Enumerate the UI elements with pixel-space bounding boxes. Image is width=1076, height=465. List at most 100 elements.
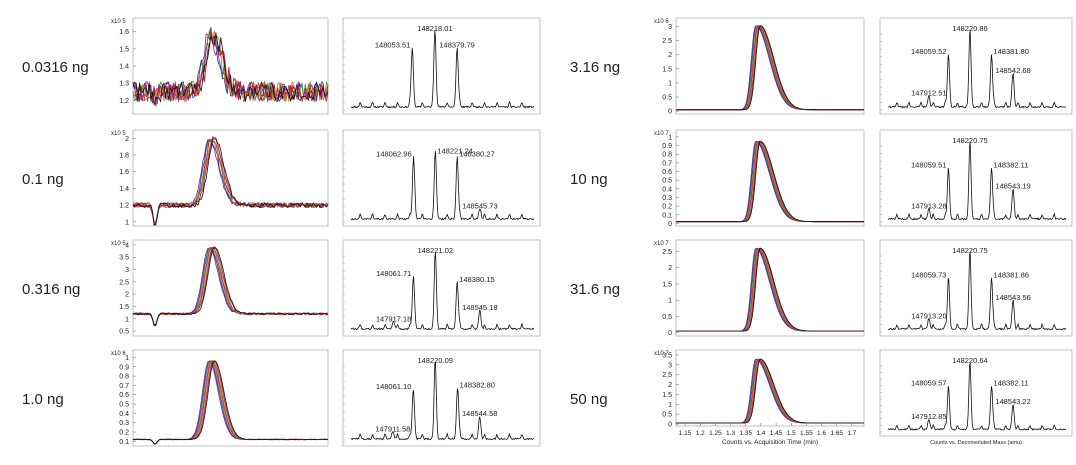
chromatogram-frame — [132, 239, 329, 337]
peak-mass-label: 148380.15 — [459, 275, 494, 284]
chromatogram-trace-1 — [132, 138, 329, 226]
y-tick-label: 0.3 — [662, 195, 672, 202]
y-tick-label: 1.3 — [119, 81, 129, 88]
chromatogram-frame — [675, 239, 865, 337]
peak-mass-label: 148059.52 — [911, 47, 946, 56]
concentration-label: 0.0316 ng — [22, 59, 89, 76]
peak-mass-label: 148381.86 — [993, 270, 1028, 279]
x-tick-label: 1.5 — [787, 430, 796, 437]
chromatogram-trace-2 — [676, 25, 864, 111]
peak-mass-label: 148053.51 — [375, 41, 410, 50]
spectrum-trace — [887, 362, 1067, 431]
chromatogram-trace-3 — [132, 139, 329, 226]
y-tick-label: 0.6 — [662, 169, 672, 176]
chromatogram-trace-6 — [676, 25, 864, 111]
x-tick-label: 1.2 — [696, 430, 705, 437]
peak-mass-label: 148382.11 — [994, 378, 1029, 387]
peak-mass-label: 148220.75 — [952, 246, 987, 255]
exponent-label: x10 6 — [654, 19, 669, 25]
y-tick-label: 1 — [125, 316, 129, 323]
peak-mass-label: 148544.58 — [462, 409, 497, 418]
peak-mass-label: 147913.20 — [911, 311, 946, 320]
y-tick-label: 1 — [668, 298, 672, 305]
chromatogram-trace-5 — [676, 25, 864, 111]
panel-row-1-0-ng: 1.0 ng x10 6 0.1 0.2 0.3 0.4 0.5 0.6 0.7 0.8 0.9 1 1… — [22, 349, 541, 447]
peak-mass-label: 148220.64 — [952, 356, 987, 365]
peak-mass-label: 148221.24 — [437, 147, 472, 156]
x-tick-label: 1.35 — [739, 430, 752, 437]
chromatogram-trace-4 — [676, 25, 864, 111]
x-tick-label: 1.7 — [847, 430, 856, 437]
chromatogram-trace-4 — [132, 29, 329, 103]
spectrum-trace — [350, 362, 535, 441]
chromatogram-trace-0 — [676, 248, 864, 332]
y-tick-label: 0 — [668, 221, 672, 228]
spectrum-trace — [887, 252, 1067, 331]
y-tick-label: 0 — [668, 330, 672, 337]
chromatogram-frame — [132, 129, 329, 227]
peak-mass-label: 148382.80 — [460, 380, 495, 389]
spectrum-frame — [879, 17, 1073, 115]
y-tick-label: 0.4 — [662, 186, 672, 193]
concentration-label: 3.16 ng — [570, 59, 620, 76]
chromatogram-trace-2 — [132, 360, 329, 445]
panel-row-10-ng: 10 ng x10 7 0 0.10.2 0.3 0.40.5 0.6 0.70.8 0.9 1 1… — [570, 129, 1073, 228]
chromatogram-trace-5 — [132, 136, 329, 226]
spectrum-frame — [342, 17, 541, 115]
y-tick-label: 1.5 — [662, 392, 672, 399]
chromatogram-frame — [675, 349, 865, 427]
y-tick-label: 1.5 — [662, 66, 672, 73]
chromatogram-trace-6 — [132, 138, 329, 226]
y-tick-label: 1.4 — [119, 186, 129, 193]
peak-mass-label: 147912.51 — [911, 89, 946, 98]
y-tick-label: 1 — [668, 402, 672, 409]
concentration-label: 10 ng — [570, 171, 608, 188]
x-tick-label: 1.15 — [679, 430, 692, 437]
y-tick-label: 2.5 — [119, 279, 129, 286]
peak-mass-label: 148061.10 — [376, 382, 411, 391]
x-tick-label: 1.45 — [770, 430, 783, 437]
concentration-label: 0.1 ng — [22, 171, 64, 188]
chromatogram-trace-1 — [676, 141, 864, 223]
y-tick-label: 3 — [668, 362, 672, 369]
peak-mass-label: 148218.01 — [417, 24, 452, 33]
y-tick-label: 1.5 — [119, 46, 129, 53]
chromatogram-trace-2 — [676, 247, 864, 332]
y-tick-label: 0.5 — [662, 412, 672, 419]
spectrum-frame — [879, 239, 1073, 337]
peak-mass-label: 148221.02 — [418, 246, 453, 255]
y-tick-label: 4 — [125, 242, 129, 249]
y-tick-label: 0.6 — [119, 392, 129, 399]
chromatogram-trace-6 — [676, 358, 864, 424]
concentration-label: 31.6 ng — [570, 281, 620, 298]
peak-mass-label: 148380.27 — [459, 150, 494, 159]
y-tick-label: 0 — [668, 109, 672, 116]
chromatogram-trace-0 — [132, 360, 329, 445]
concentration-label: 1.0 ng — [22, 391, 64, 408]
chromatogram-trace-4 — [132, 136, 329, 226]
spectrum-trace — [888, 142, 1067, 221]
exponent-label: x10 7 — [654, 351, 669, 357]
y-tick-label: 2 — [125, 292, 129, 299]
spectrum-frame — [342, 239, 541, 337]
y-tick-label: 1 — [125, 219, 129, 226]
exponent-label: x10 6 — [111, 351, 126, 357]
spectrum-trace — [887, 30, 1067, 109]
peak-mass-label: 148545.18 — [462, 303, 497, 312]
chromatogram-trace-6 — [676, 140, 864, 223]
peak-mass-label: 147911.58 — [375, 424, 410, 433]
peak-mass-label: 148062.96 — [376, 150, 411, 159]
chromatogram-trace-3 — [676, 25, 864, 111]
y-tick-label: 1.6 — [119, 29, 129, 36]
y-tick-label: 0.4 — [119, 411, 129, 418]
peak-mass-label: 148220.75 — [952, 136, 987, 145]
y-tick-label: 1.8 — [119, 153, 129, 160]
chromatogram-frame — [675, 129, 865, 227]
chromatogram-frame — [675, 17, 865, 115]
panel-row-50-ng: 50 ng x10 7 0 0.5 1 1.5 2 2.5 3 3.5 1.15 1.2 1.25 1.3… — [570, 349, 1073, 446]
spectrum-trace — [350, 30, 535, 109]
y-tick-label: 1.5 — [662, 281, 672, 288]
chromatogram-trace-6 — [132, 360, 329, 445]
y-tick-label: 0.5 — [662, 314, 672, 321]
